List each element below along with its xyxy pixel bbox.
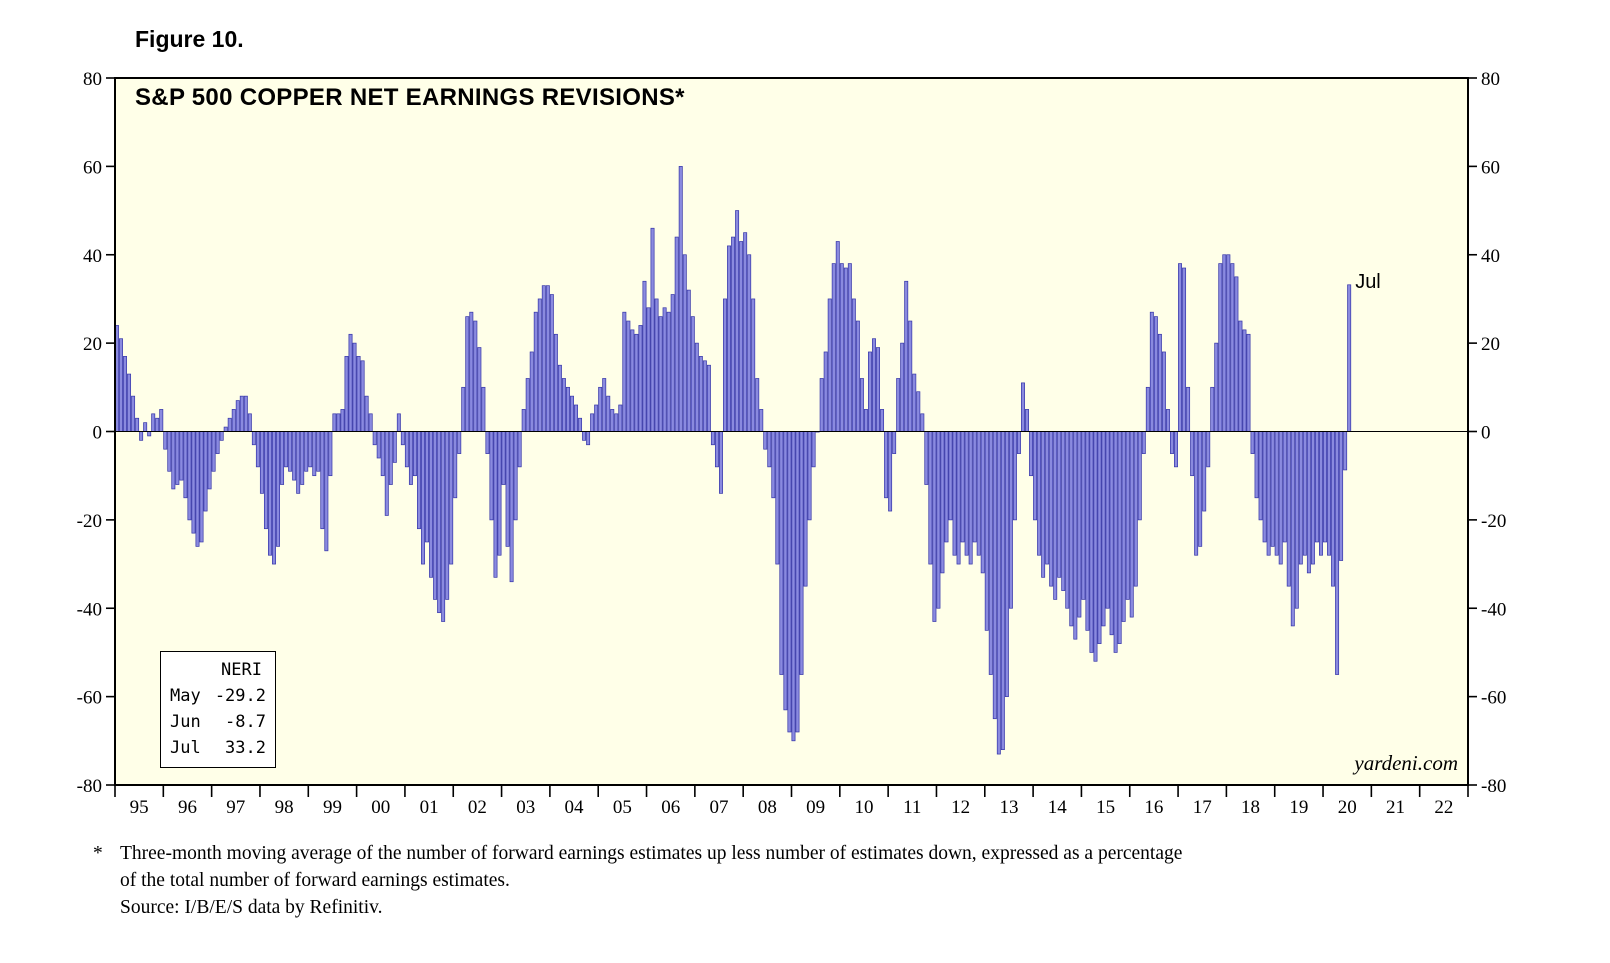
svg-text:05: 05: [613, 797, 632, 818]
svg-text:96: 96: [178, 797, 197, 818]
svg-text:01: 01: [420, 797, 439, 818]
svg-text:20: 20: [83, 334, 102, 355]
svg-text:17: 17: [1193, 797, 1212, 818]
svg-text:0: 0: [1481, 423, 1491, 444]
svg-text:-60: -60: [1481, 688, 1506, 709]
svg-text:-20: -20: [77, 511, 102, 532]
figure-label: Figure 10.: [135, 26, 244, 52]
legend-row-jun: Jun -8.7: [170, 709, 266, 735]
legend-month: Jul: [170, 738, 201, 758]
svg-text:40: 40: [83, 246, 102, 267]
footnote-text: Three-month moving average of the number…: [120, 840, 1182, 921]
svg-text:12: 12: [951, 797, 970, 818]
legend-month: Jun: [170, 712, 201, 732]
svg-text:18: 18: [1241, 797, 1260, 818]
footnote: * Three-month moving average of the numb…: [93, 840, 1182, 921]
svg-text:60: 60: [83, 157, 102, 178]
svg-text:21: 21: [1386, 797, 1405, 818]
svg-text:40: 40: [1481, 246, 1500, 267]
svg-text:11: 11: [903, 797, 921, 818]
svg-text:-20: -20: [1481, 511, 1506, 532]
svg-text:19: 19: [1289, 797, 1308, 818]
footnote-marker: *: [93, 843, 103, 864]
svg-text:04: 04: [565, 797, 585, 818]
svg-text:15: 15: [1096, 797, 1115, 818]
svg-text:08: 08: [758, 797, 777, 818]
svg-text:-60: -60: [77, 688, 102, 709]
svg-text:60: 60: [1481, 157, 1500, 178]
svg-text:-80: -80: [77, 776, 102, 797]
svg-text:00: 00: [371, 797, 390, 818]
svg-text:14: 14: [1048, 797, 1068, 818]
neri-legend: NERI May -29.2 Jun -8.7 Jul 33.2: [160, 651, 276, 768]
legend-row-jul: Jul 33.2: [170, 735, 266, 761]
svg-text:20: 20: [1481, 334, 1500, 355]
svg-text:-40: -40: [77, 599, 102, 620]
last-point-label: Jul: [1355, 270, 1381, 293]
svg-text:16: 16: [1144, 797, 1163, 818]
svg-text:-80: -80: [1481, 776, 1506, 797]
svg-text:0: 0: [93, 423, 103, 444]
footnote-line: Three-month moving average of the number…: [120, 843, 1183, 864]
legend-row-may: May -29.2: [170, 683, 266, 709]
svg-text:97: 97: [226, 797, 245, 818]
svg-text:20: 20: [1338, 797, 1357, 818]
svg-text:03: 03: [516, 797, 535, 818]
svg-text:98: 98: [275, 797, 294, 818]
legend-title: NERI: [221, 660, 262, 680]
footnote-line: Source: I/B/E/S data by Refinitiv.: [120, 897, 383, 918]
svg-text:80: 80: [83, 69, 102, 90]
svg-text:22: 22: [1434, 797, 1453, 818]
footnote-line: of the total number of forward earnings …: [120, 870, 510, 891]
svg-text:-40: -40: [1481, 599, 1506, 620]
svg-text:95: 95: [130, 797, 149, 818]
svg-text:06: 06: [661, 797, 680, 818]
svg-text:07: 07: [710, 797, 729, 818]
svg-text:99: 99: [323, 797, 342, 818]
legend-value: 33.2: [225, 738, 266, 758]
svg-text:13: 13: [999, 797, 1018, 818]
legend-month: May: [170, 686, 201, 706]
svg-text:02: 02: [468, 797, 487, 818]
svg-text:10: 10: [854, 797, 873, 818]
svg-text:80: 80: [1481, 69, 1500, 90]
legend-value: -8.7: [225, 712, 266, 732]
watermark: yardeni.com: [1354, 751, 1458, 775]
svg-text:09: 09: [806, 797, 825, 818]
legend-value: -29.2: [214, 686, 266, 706]
chart-title: S&P 500 COPPER NET EARNINGS REVISIONS*: [135, 84, 685, 111]
